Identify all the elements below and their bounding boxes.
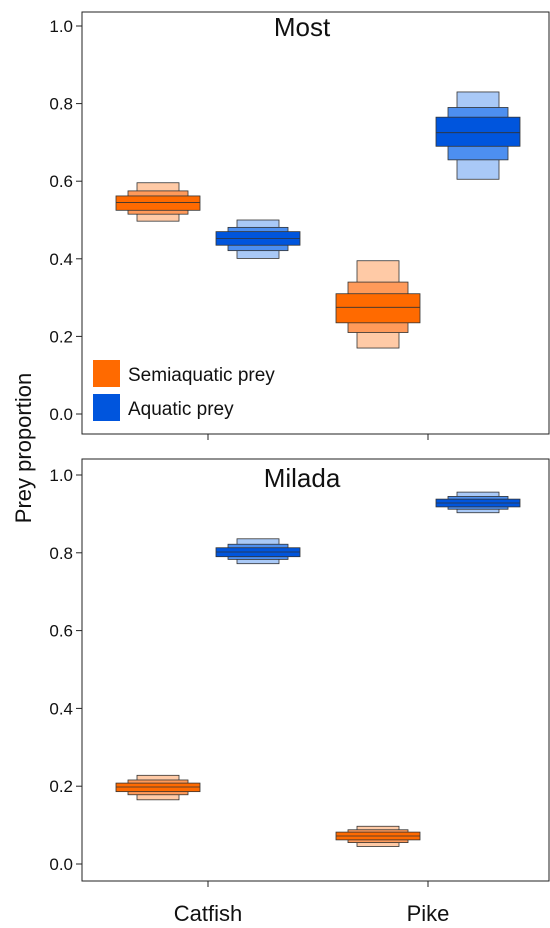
- y-tick-label: 0.6: [49, 622, 73, 641]
- y-tick-label: 0.4: [49, 699, 73, 718]
- legend-swatch-semiaquatic-prey: [93, 360, 120, 387]
- y-axis-label: Prey proportion: [11, 373, 36, 523]
- legend: Semiaquatic prey Aquatic prey: [93, 360, 275, 421]
- y-tick-label: 0.4: [49, 250, 73, 269]
- legend-label-aquatic-prey: Aquatic prey: [128, 399, 234, 420]
- pike-aquatic-prey-ci50-box: [435, 116, 521, 147]
- y-tick-label: 0.8: [49, 95, 73, 114]
- panel-milada: 0.0 0.2 0.4 0.6 0.8 1.0 Milada: [49, 458, 550, 887]
- pike-semiaquatic-prey-ci50-box: [335, 293, 421, 324]
- y-tick-label: 0.6: [49, 172, 73, 191]
- y-tick-label: 1.0: [49, 17, 73, 36]
- panel-title-most: Most: [274, 12, 331, 42]
- panel-title-milada: Milada: [264, 463, 341, 493]
- y-tick-label: 0.2: [49, 327, 73, 346]
- y-tick-label: 0.0: [49, 855, 73, 874]
- y-tick-label: 1.0: [49, 466, 73, 485]
- plot-frame: [81, 458, 550, 882]
- x-tick-label-pike: Pike: [407, 901, 450, 926]
- y-tick-label: 0.8: [49, 544, 73, 563]
- plot-frame: [81, 11, 550, 435]
- y-tick-label: 0.0: [49, 405, 73, 424]
- catfish-semiaquatic-prey-ci50-box: [115, 195, 201, 211]
- x-tick-label-catfish: Catfish: [174, 901, 242, 926]
- panel-most: 0.0 0.2 0.4 0.6 0.8 1.0 Most: [49, 11, 550, 440]
- x-tick-labels: Catfish Pike: [174, 901, 450, 926]
- y-tick-label: 0.2: [49, 777, 73, 796]
- legend-label-semiaquatic-prey: Semiaquatic prey: [128, 365, 275, 386]
- legend-swatch-aquatic-prey: [93, 394, 120, 421]
